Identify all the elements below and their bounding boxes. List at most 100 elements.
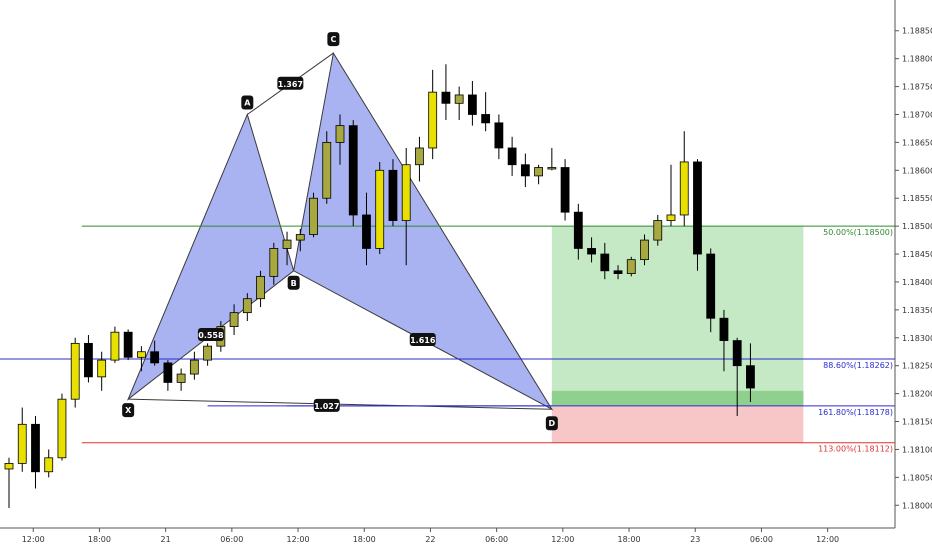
ratio-label-2: 1.616 (410, 336, 436, 345)
candle-body (746, 365, 755, 389)
price-tick-label: 1.18800 (902, 55, 932, 64)
ratio-label-bg-0 (197, 327, 224, 341)
time-tick-label: 18:00 (353, 535, 376, 544)
point-label-X: X (125, 406, 132, 415)
price-tick-label: 1.18700 (902, 110, 932, 119)
candle-body (203, 345, 213, 361)
profit-zone (551, 226, 804, 406)
candle-body (4, 462, 14, 470)
candle-body (335, 125, 345, 143)
candle-body (176, 373, 186, 383)
candle-body (110, 331, 120, 361)
time-tick-label: 06:00 (220, 535, 243, 544)
candle-body (706, 253, 716, 319)
time-tick-label: 18:00 (618, 535, 641, 544)
candle-body (573, 211, 583, 249)
point-label-A: A (244, 98, 251, 107)
point-label-bg-B (287, 275, 300, 290)
candle-body (401, 164, 411, 221)
candle-body (150, 351, 160, 364)
level-label-1: 88.60%(1.18262) (823, 361, 893, 370)
candle-body (719, 317, 729, 341)
time-tick-label: 06:00 (485, 535, 508, 544)
candle-body (415, 147, 424, 166)
level-label-2: 161.80%(1.18178) (818, 408, 893, 417)
candle-body (679, 161, 689, 216)
candle-body (560, 167, 570, 213)
candle-body (481, 114, 491, 124)
price-tick-label: 1.18650 (902, 138, 932, 147)
price-tick-label: 1.18200 (902, 390, 932, 399)
candle-body (732, 340, 742, 367)
candle-body (70, 342, 80, 400)
ratio-label-1: 1.367 (278, 80, 303, 89)
candle-body (189, 359, 199, 375)
candle-body (467, 94, 477, 115)
candle-body (428, 91, 438, 149)
candle-body (84, 342, 93, 378)
price-tick-label: 1.18150 (902, 418, 932, 427)
candle-body (666, 214, 676, 221)
time-tick-label: 12:00 (551, 535, 574, 544)
candle-body (282, 239, 292, 249)
candle-body (441, 91, 451, 104)
time-tick-label: 22 (425, 535, 435, 544)
candle-body (97, 359, 107, 378)
level-label-3: 113.00%(1.18112) (818, 445, 893, 454)
candle-body (626, 259, 636, 274)
price-tick-label: 1.18750 (902, 83, 932, 92)
candle-body (348, 125, 358, 216)
candles (4, 64, 755, 509)
time-tick-label: 12:00 (22, 535, 45, 544)
price-tick-label: 1.18300 (902, 334, 932, 343)
candle-body (242, 298, 252, 314)
price-tick-label: 1.18000 (902, 501, 932, 510)
candle-body (640, 239, 649, 261)
candle-body (520, 164, 530, 177)
point-label-bg-C (327, 32, 340, 47)
point-label-bg-D (545, 416, 558, 431)
time-tick-label: 06:00 (750, 535, 773, 544)
candle-body (587, 248, 596, 255)
time-tick-label: 21 (161, 535, 171, 544)
price-tick-label: 1.18250 (902, 362, 932, 371)
candle-body (653, 220, 663, 241)
candle-body (547, 167, 557, 170)
candle-body (57, 398, 67, 459)
point-label-bg-A (241, 95, 254, 110)
candle-body (388, 169, 398, 221)
price-tick-label: 1.18600 (902, 166, 932, 175)
price-tick-label: 1.18350 (902, 306, 932, 315)
candle-body (31, 423, 40, 473)
time-tick-label: 18:00 (88, 535, 111, 544)
candle-body (322, 141, 332, 199)
price-tick-label: 1.18100 (902, 445, 932, 454)
candle-body (163, 362, 173, 383)
candle-body (600, 253, 610, 272)
candle-body (123, 331, 133, 358)
profit-realized-zone (551, 390, 804, 406)
candle-body (454, 94, 464, 104)
pattern-labels: X A B C D 0.558 1.367 1.616 1.027 (122, 32, 558, 431)
price-tick-label: 1.18550 (902, 194, 932, 203)
price-tick-label: 1.18500 (902, 222, 932, 231)
candle-body (613, 270, 623, 274)
price-tick-label: 1.18050 (902, 473, 932, 482)
price-tick-label: 1.18850 (902, 27, 932, 36)
candle-body (693, 161, 702, 255)
candle-body (17, 423, 27, 464)
candle-body (362, 214, 371, 249)
position-zones (551, 226, 804, 443)
ratio-label-bg-3 (313, 398, 340, 412)
price-tick-label: 1.18400 (902, 278, 932, 287)
point-label-B: B (291, 279, 297, 288)
time-tick-label: 23 (690, 535, 700, 544)
candle-body (295, 234, 305, 241)
candle-body (534, 167, 543, 177)
ratio-label-bg-1 (277, 76, 304, 90)
point-label-D: D (549, 419, 556, 428)
candle-body (507, 147, 517, 166)
loss-zone (551, 405, 804, 443)
time-tick-label: 12:00 (816, 535, 839, 544)
point-label-C: C (330, 35, 336, 44)
